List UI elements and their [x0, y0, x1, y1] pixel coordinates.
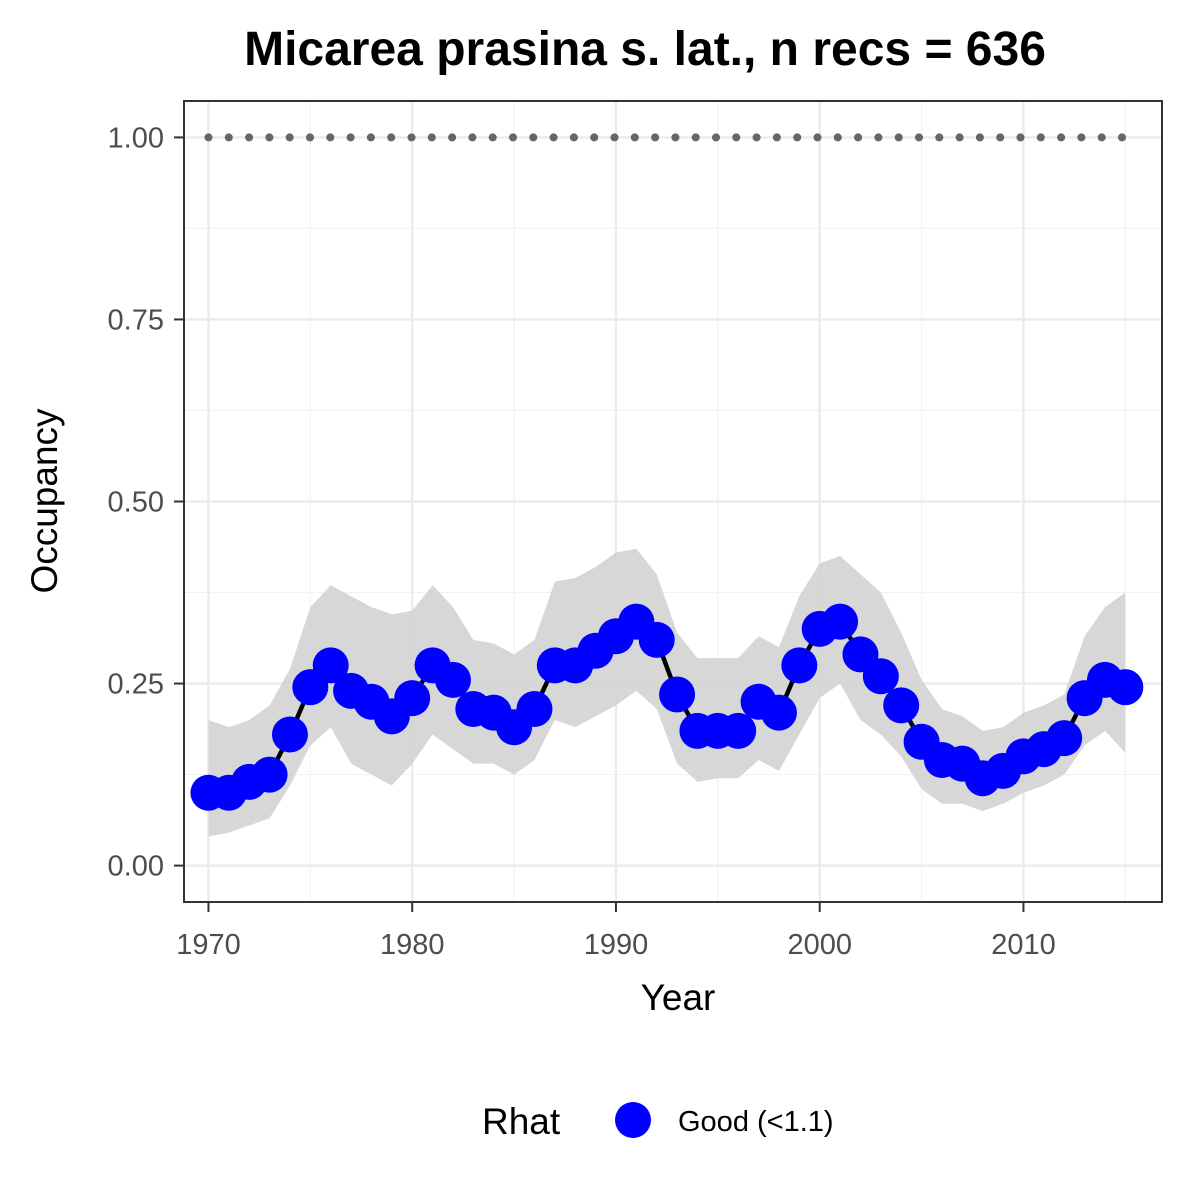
- y-tick-label: 0.25: [108, 669, 164, 701]
- data-point: [862, 658, 899, 695]
- y-tick-label: 0.50: [108, 487, 164, 519]
- y-axis-ticks: 0.00 0.25 0.50 0.75 1.00: [108, 122, 184, 883]
- data-point: [638, 621, 675, 658]
- y-axis-title: Occupancy: [24, 408, 65, 594]
- data-point: [760, 694, 797, 731]
- legend-label-good: Good (<1.1): [678, 1106, 834, 1138]
- data-point: [394, 680, 431, 717]
- x-tick-label: 1990: [584, 929, 649, 961]
- chart-title: Micarea prasina s. lat., n recs = 636: [244, 23, 1046, 76]
- y-tick-label: 0.75: [108, 304, 164, 336]
- data-point: [822, 603, 859, 640]
- data-point: [1046, 720, 1083, 757]
- x-tick-label: 2000: [787, 929, 852, 961]
- y-tick-label: 0.00: [108, 851, 164, 883]
- data-point: [434, 661, 471, 698]
- data-point: [271, 716, 308, 753]
- data-points-layer: [190, 603, 1144, 811]
- y-tick-label: 1.00: [108, 122, 164, 154]
- data-point: [883, 687, 920, 724]
- x-axis-ticks: 1970 1980 1990 2000 2010: [176, 902, 1056, 961]
- data-point: [781, 647, 818, 684]
- data-point: [659, 676, 696, 713]
- legend: Rhat Good (<1.1): [482, 1101, 834, 1142]
- data-point: [312, 647, 349, 684]
- x-tick-label: 1970: [176, 929, 241, 961]
- x-tick-label: 1980: [380, 929, 445, 961]
- legend-title: Rhat: [482, 1101, 561, 1142]
- data-point: [1107, 669, 1144, 706]
- data-point: [516, 691, 553, 728]
- data-point: [251, 756, 288, 793]
- x-axis-title: Year: [641, 977, 716, 1018]
- x-tick-label: 2010: [991, 929, 1056, 961]
- data-point: [720, 712, 757, 749]
- legend-key-good: [615, 1102, 651, 1138]
